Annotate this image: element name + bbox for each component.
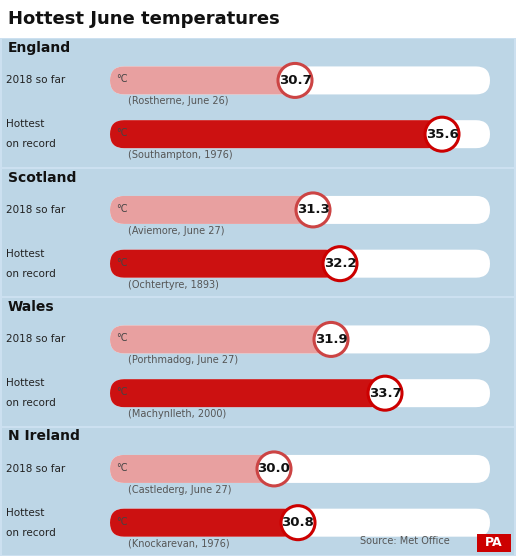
Text: Hottest: Hottest — [6, 249, 44, 259]
Text: 30.7: 30.7 — [279, 74, 311, 87]
FancyBboxPatch shape — [110, 325, 331, 354]
FancyBboxPatch shape — [110, 66, 295, 95]
Text: 30.8: 30.8 — [282, 516, 314, 529]
Text: 2018 so far: 2018 so far — [6, 464, 65, 474]
Text: PA: PA — [485, 537, 503, 549]
Text: on record: on record — [6, 528, 56, 538]
Text: (Rostherne, June 26): (Rostherne, June 26) — [128, 96, 229, 106]
Text: °C: °C — [116, 204, 127, 214]
Text: 35.6: 35.6 — [426, 128, 458, 141]
FancyBboxPatch shape — [110, 120, 442, 148]
Circle shape — [425, 117, 459, 151]
Text: 31.3: 31.3 — [297, 203, 329, 216]
Text: (Southampton, 1976): (Southampton, 1976) — [128, 150, 233, 160]
Text: 33.7: 33.7 — [368, 386, 401, 400]
Text: 2018 so far: 2018 so far — [6, 76, 65, 86]
Text: °C: °C — [116, 128, 127, 138]
Text: °C: °C — [116, 75, 127, 85]
Text: °C: °C — [116, 387, 127, 397]
Text: Source: Met Office: Source: Met Office — [360, 536, 450, 546]
FancyBboxPatch shape — [110, 455, 490, 483]
Text: Hottest: Hottest — [6, 378, 44, 388]
Text: (Ochtertyre, 1893): (Ochtertyre, 1893) — [128, 280, 219, 290]
Circle shape — [281, 505, 315, 540]
FancyBboxPatch shape — [110, 120, 490, 148]
FancyBboxPatch shape — [110, 379, 490, 407]
Circle shape — [368, 376, 402, 410]
FancyBboxPatch shape — [110, 196, 313, 224]
Circle shape — [278, 63, 312, 97]
Text: 31.9: 31.9 — [315, 333, 347, 346]
Text: °C: °C — [116, 334, 127, 344]
FancyBboxPatch shape — [110, 379, 385, 407]
FancyBboxPatch shape — [110, 455, 274, 483]
FancyBboxPatch shape — [110, 250, 340, 277]
Text: on record: on record — [6, 398, 56, 408]
Text: on record: on record — [6, 269, 56, 279]
Text: 32.2: 32.2 — [324, 257, 357, 270]
Text: 2018 so far: 2018 so far — [6, 334, 65, 344]
FancyBboxPatch shape — [0, 0, 516, 38]
Text: °C: °C — [116, 463, 127, 473]
Text: (Machynlleth, 2000): (Machynlleth, 2000) — [128, 409, 226, 419]
Text: N Ireland: N Ireland — [8, 429, 80, 444]
Text: on record: on record — [6, 139, 56, 149]
Text: 30.0: 30.0 — [257, 463, 291, 475]
Text: (Porthmadog, June 27): (Porthmadog, June 27) — [128, 355, 238, 365]
FancyBboxPatch shape — [477, 534, 511, 552]
FancyBboxPatch shape — [110, 66, 490, 95]
Text: (Castlederg, June 27): (Castlederg, June 27) — [128, 485, 232, 495]
FancyBboxPatch shape — [110, 196, 490, 224]
Circle shape — [314, 322, 348, 356]
FancyBboxPatch shape — [110, 509, 298, 537]
Circle shape — [296, 193, 330, 227]
FancyBboxPatch shape — [110, 250, 490, 277]
FancyBboxPatch shape — [110, 509, 490, 537]
Text: Wales: Wales — [8, 300, 55, 314]
Text: (Aviemore, June 27): (Aviemore, June 27) — [128, 226, 224, 236]
FancyBboxPatch shape — [110, 325, 490, 354]
Text: 2018 so far: 2018 so far — [6, 205, 65, 215]
FancyBboxPatch shape — [2, 168, 514, 296]
Circle shape — [257, 452, 291, 486]
Text: Scotland: Scotland — [8, 171, 76, 185]
Text: England: England — [8, 41, 71, 55]
Text: (Knockarevan, 1976): (Knockarevan, 1976) — [128, 539, 230, 549]
FancyBboxPatch shape — [2, 298, 514, 425]
Text: °C: °C — [116, 257, 127, 267]
Text: °C: °C — [116, 517, 127, 527]
Text: Hottest: Hottest — [6, 508, 44, 518]
FancyBboxPatch shape — [2, 39, 514, 166]
FancyBboxPatch shape — [2, 428, 514, 555]
Text: Hottest June temperatures: Hottest June temperatures — [8, 10, 280, 28]
Text: Hottest: Hottest — [6, 119, 44, 129]
Circle shape — [323, 247, 357, 281]
